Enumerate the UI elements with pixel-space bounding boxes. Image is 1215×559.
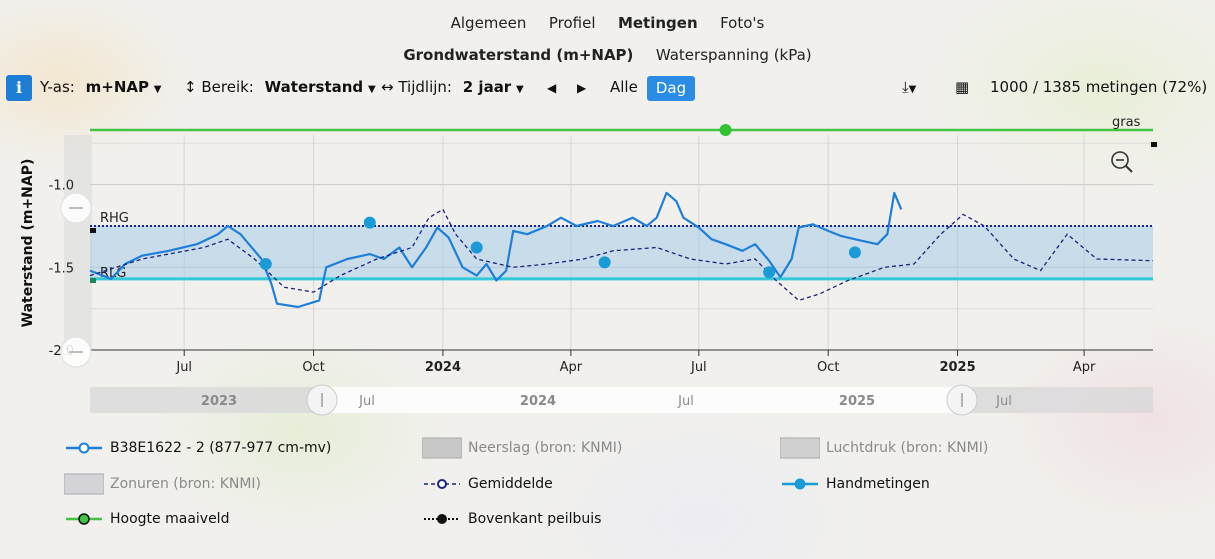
tab-profiel[interactable]: Profiel <box>548 14 596 32</box>
x-tick-label: Jul <box>690 360 707 375</box>
range-label: Bereik: <box>201 78 254 96</box>
peilbuis-marker <box>1151 142 1157 147</box>
range-dropdown[interactable]: ↕ Bereik: Waterstand ▼ <box>184 78 376 96</box>
tab-fotos[interactable]: Foto's <box>720 14 765 32</box>
handmeting-point[interactable] <box>259 258 272 270</box>
caret-down-icon: ▼ <box>153 84 162 95</box>
yaxis-label: Y-as: <box>40 78 75 96</box>
navigator-label: 2023 <box>201 394 237 409</box>
range-value: Waterstand <box>264 78 364 96</box>
x-tick-label: 2025 <box>939 360 975 375</box>
legend-swatch <box>424 479 460 489</box>
rhg-rlg-band <box>90 225 1153 279</box>
legend-label: Gemiddelde <box>468 476 553 492</box>
all-button[interactable]: Alle <box>610 78 638 96</box>
left-margin-shade <box>64 135 92 350</box>
legend-label: B38E1622 - 2 (877-977 cm-mv) <box>110 440 332 456</box>
caret-down-icon: ▼ <box>516 84 524 95</box>
timeline-label: Tijdlijn: <box>398 78 452 96</box>
navigator-label: Jul <box>358 394 375 409</box>
left-axis-marker-top <box>90 228 96 233</box>
legend-label: Zonuren (bron: KNMI) <box>110 476 262 492</box>
handmeting-point[interactable] <box>470 241 483 254</box>
legend-swatch <box>424 514 460 524</box>
rhg-label: RHG <box>100 211 129 226</box>
tab-waterspanning[interactable]: Waterspanning (kPa) <box>655 46 812 64</box>
yaxis-value: m+NAP <box>85 78 149 96</box>
next-period-icon[interactable]: ▶ <box>577 81 587 95</box>
caret-down-icon: ▼ <box>367 84 376 95</box>
x-tick-label: Jul <box>175 360 192 375</box>
groundwater-chart: RHG RLG gras -1.0-1.5-2.0 JulOct2024AprJ… <box>20 115 1157 416</box>
timeline-dropdown[interactable]: ↔ Tijdlijn: 2 jaar ▼ <box>381 78 524 96</box>
main-tabs: Algemeen Profiel Metingen Foto's <box>0 14 1215 32</box>
tab-algemeen[interactable]: Algemeen <box>450 14 527 32</box>
handmeting-point[interactable] <box>598 256 611 269</box>
sensor-series-line[interactable] <box>89 191 903 309</box>
legend-swatch <box>782 478 818 490</box>
measurement-count: 1000 / 1385 metingen (72%) <box>990 78 1208 96</box>
legend-swatch <box>422 437 462 459</box>
legend-swatch <box>64 473 104 495</box>
yaxis-dropdown[interactable]: Y-as: m+NAP ▼ <box>40 78 161 96</box>
legend-label: Bovenkant peilbuis <box>468 511 602 527</box>
navigator-label: Jul <box>677 394 694 409</box>
gras-label: gras <box>1112 115 1141 130</box>
legend-swatch <box>66 442 102 454</box>
vertical-arrows-icon: ↕ <box>184 78 197 96</box>
legend-label: Luchtdruk (bron: KNMI) <box>826 440 989 456</box>
handmeting-point[interactable] <box>363 216 376 229</box>
legend-label: Handmetingen <box>826 476 930 492</box>
info-icon[interactable]: i <box>6 75 32 101</box>
legend-label: Neerslag (bron: KNMI) <box>468 440 623 456</box>
timeline-value: 2 jaar <box>462 78 512 96</box>
maaiveld-point[interactable] <box>719 124 732 137</box>
legend-label: Hoogte maaiveld <box>110 511 230 527</box>
zoom-out-icon[interactable] <box>1111 151 1133 173</box>
table-icon[interactable]: ▦ <box>955 78 970 96</box>
x-tick-label: Oct <box>302 360 324 375</box>
left-axis-marker-bottom <box>90 278 96 283</box>
x-tick-label: Apr <box>1073 360 1096 375</box>
x-tick-label: Oct <box>817 360 839 375</box>
tab-metingen[interactable]: Metingen <box>617 14 698 32</box>
navigator-label: 2025 <box>839 394 875 409</box>
navigator-label: 2024 <box>520 394 556 409</box>
horizontal-arrows-icon: ↔ <box>381 78 394 96</box>
legend-swatch <box>780 437 820 459</box>
handmeting-point[interactable] <box>848 246 861 259</box>
y-axis-label: Waterstand (m+NAP) <box>20 159 36 328</box>
x-tick-label: 2024 <box>425 360 461 375</box>
y-tick-label: -1.0 <box>49 179 74 194</box>
handmeting-point[interactable] <box>763 266 776 279</box>
chart-toolbar: Y-as: m+NAP ▼ ↕ Bereik: Waterstand ▼ ↔ T… <box>0 74 1215 104</box>
download-icon[interactable]: ⤓▼ <box>902 78 917 96</box>
navigator-window[interactable] <box>322 387 962 413</box>
day-button[interactable]: Dag <box>647 76 695 101</box>
navigator-label: Jul <box>995 394 1012 409</box>
y-tick-label: -1.5 <box>49 261 74 276</box>
measurement-tabs: Grondwaterstand (m+NAP) Waterspanning (k… <box>0 46 1215 64</box>
average-series-line[interactable] <box>89 208 1154 302</box>
tab-grondwaterstand[interactable]: Grondwaterstand (m+NAP) <box>403 46 634 64</box>
x-tick-label: Apr <box>560 360 583 375</box>
legend-swatch <box>66 513 102 525</box>
prev-period-icon[interactable]: ◀ <box>547 81 557 95</box>
